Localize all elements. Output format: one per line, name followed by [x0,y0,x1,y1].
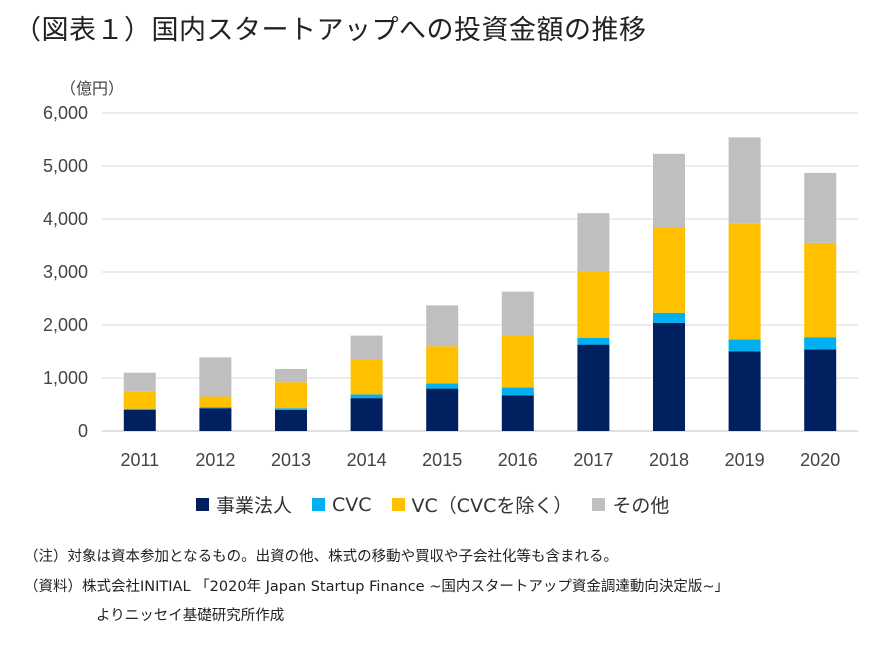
bar-segment [123,391,156,409]
bar-segment [728,137,761,224]
bar-segment [275,368,307,383]
legend-item: VC（CVCを除く） [391,491,573,518]
x-tick-label: 2014 [347,450,387,470]
legend-item: 事業法人 [196,491,292,518]
bar-segment [426,388,459,431]
x-tick-label: 2019 [725,450,765,470]
x-tick-label: 2013 [271,450,311,470]
x-tick-label: 2020 [800,450,840,470]
source-line-cont: よりニッセイ基礎研究所作成 [96,608,285,624]
bar-segment [199,357,232,397]
legend-label: CVC [332,493,372,516]
bar-segment [426,346,459,384]
bar-segment [426,305,459,347]
y-tick-label: 1,000 [43,368,88,388]
bar-segment [350,398,383,431]
legend-label: VC（CVCを除く） [411,495,573,517]
legend-swatch [592,498,606,511]
bar-segment [501,387,534,396]
y-tick-label: 5,000 [43,156,88,176]
y-tick-label: 4,000 [43,209,88,229]
bar-segment [123,372,156,392]
bar-segment [728,223,761,340]
legend-swatch [196,498,209,511]
legend: 事業法人 CVC VC（CVCを除く） その他 [196,491,689,518]
y-axis-label: （億円） [60,80,124,98]
bar-segment [804,242,837,338]
bar-segment [653,153,685,228]
bar-segment [728,339,761,352]
bar-segment [123,409,156,431]
bar-segment [804,172,837,243]
x-tick-label: 2015 [422,450,462,470]
stacked-bar-chart: 0 1,000 2,000 3,000 4,000 5,000 6,000 2011 2012… [43,80,858,470]
legend-swatch [312,498,326,511]
chart-title: （図表１）国内スタートアップへの投資金額の推移 [14,15,647,46]
bar-segment [577,344,610,431]
bar-segment [653,322,685,431]
bar-segment [501,395,534,431]
bar-segment [350,394,383,399]
bars [123,137,837,431]
x-tick-label: 2011 [120,450,159,470]
y-tick-label: 3,000 [43,262,88,282]
bar-segment [275,382,307,409]
y-tick-label: 0 [78,421,88,441]
source-line: （資料）株式会社INITIAL 「2020年 Japan Startup Fin… [24,579,730,595]
bar-segment [350,359,383,395]
bar-segment [653,227,685,313]
x-axis-ticks: 2011 2012 2013 2014 2015 2016 2017 2018 2019 2020 [120,450,840,470]
bar-segment [804,337,837,350]
legend-label: その他 [612,495,670,517]
legend-item: CVC [312,494,372,516]
x-tick-label: 2012 [195,450,235,470]
legend-item: その他 [592,491,669,518]
bar-segment [577,213,610,271]
legend-label: 事業法人 [216,495,293,517]
x-tick-label: 2016 [498,450,538,470]
bar-segment [804,349,837,431]
bar-segment [653,312,685,323]
bar-segment [501,291,534,336]
bar-segment [199,396,232,408]
x-tick-label: 2017 [573,450,613,470]
bar-segment [577,270,610,338]
bar-segment [123,408,156,410]
x-tick-label: 2018 [649,450,689,470]
y-tick-label: 2,000 [43,315,88,335]
bar-segment [199,408,232,431]
bar-segment [275,409,307,431]
legend-swatch [391,498,405,511]
y-tick-label: 6,000 [43,103,88,123]
bar-segment [350,335,383,360]
bar-segment [728,351,761,431]
bar-segment [577,337,610,345]
bar-segment [199,407,232,409]
bar-segment [275,408,307,410]
bar-segment [501,335,534,388]
bar-segment [426,383,459,389]
note-line: （注）対象は資本参加となるもの。出資の他、株式の移動や買収や子会社化等も含まれる… [24,549,619,565]
y-axis-ticks: 0 1,000 2,000 3,000 4,000 5,000 6,000 [43,103,88,441]
